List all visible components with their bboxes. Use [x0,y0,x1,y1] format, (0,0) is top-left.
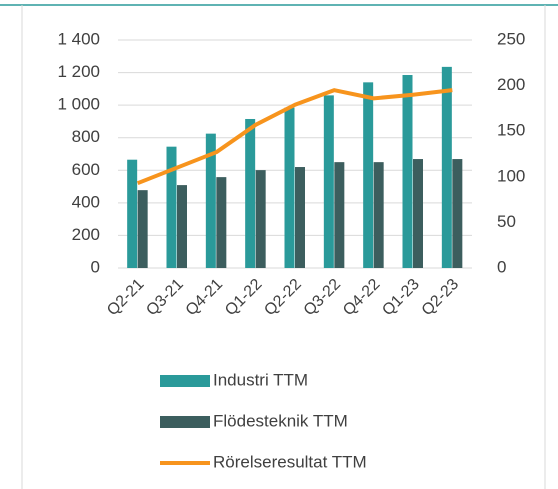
x-tick-label: Q1-22 [222,276,266,320]
legend-swatch [160,416,210,428]
bar [284,107,295,268]
y-tick-label: 600 [72,160,100,179]
x-tick-label: Q2-22 [261,276,305,320]
line [136,88,453,186]
bar [295,167,305,268]
bar [334,162,345,268]
x-tick-label: Q2-23 [419,276,463,320]
bar [323,95,334,268]
bar [216,177,227,268]
y-tick-label: 800 [72,127,100,146]
x-tick-label: Q3-22 [301,276,345,320]
legend-swatch [160,375,210,387]
y2-tick-label: 150 [497,121,525,140]
y2-tick-label: 50 [497,212,516,231]
y2-tick-label: 250 [497,29,525,48]
x-tick-label: Q4-21 [183,276,227,320]
legend-label: Flödesteknik TTM [213,411,348,430]
x-tick-label: Q2-21 [104,276,148,320]
x-tick-label: Q4-22 [340,276,384,320]
y-tick-label: 1 200 [57,62,100,81]
y2-tick-label: 200 [497,75,525,94]
y2-tick-label: 100 [497,166,525,185]
bar [373,162,384,268]
y2-tick-label: 0 [497,257,506,276]
bar [255,170,266,268]
bar [166,146,177,268]
x-tick-label: Q3-21 [143,276,187,320]
y-tick-label: 1 400 [57,29,100,48]
y-tick-label: 1 000 [57,95,100,114]
legend-label: Industri TTM [213,370,308,389]
bar [137,190,148,268]
bar [245,118,256,268]
bar [441,66,452,268]
y-tick-label: 400 [72,192,100,211]
bar [452,159,463,268]
bar [363,82,374,268]
x-tick-label: Q1-23 [379,276,423,320]
legend-label: Rörelseresultat TTM [213,452,367,471]
y-tick-label: 0 [91,257,100,276]
bar [402,75,413,268]
bar [127,159,138,268]
y-tick-label: 200 [72,225,100,244]
bar [413,159,423,268]
bar [205,133,216,268]
bar [177,185,187,268]
